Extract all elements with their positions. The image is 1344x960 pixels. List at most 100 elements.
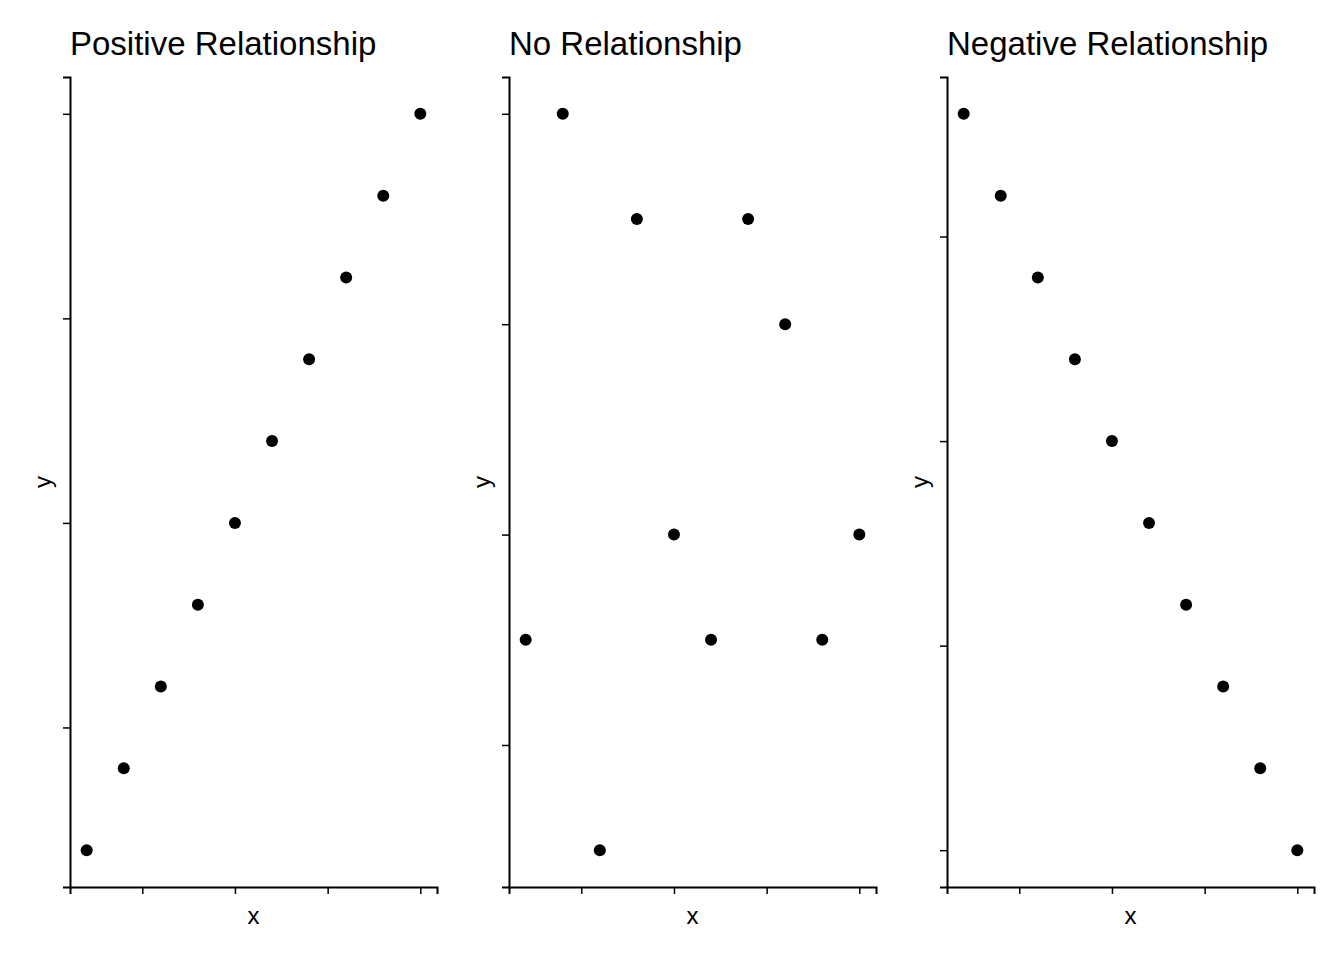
point — [853, 529, 865, 541]
point — [266, 435, 278, 447]
y-axis-title: y — [468, 476, 495, 488]
point — [340, 271, 352, 283]
x-axis-title: x — [1125, 902, 1137, 929]
tick-mark — [502, 324, 509, 326]
tick — [1019, 887, 1020, 894]
axis-line — [502, 78, 510, 888]
tick-mark — [859, 887, 861, 894]
point — [377, 190, 389, 202]
tick-mark — [142, 887, 144, 894]
tick — [581, 887, 582, 894]
tick-mark — [327, 887, 329, 894]
axis-line — [948, 888, 1315, 895]
tick-mark — [940, 441, 947, 443]
y-axis — [63, 78, 71, 888]
tick — [63, 523, 70, 524]
point — [779, 318, 791, 330]
point — [1106, 435, 1118, 447]
x-axis-title: x — [687, 902, 699, 929]
y-axis — [502, 78, 510, 888]
tick — [502, 114, 509, 115]
title: Negative Relationship — [947, 25, 1268, 62]
y-axis-title: y — [906, 476, 933, 488]
tick — [328, 887, 329, 894]
tick — [767, 887, 768, 894]
tick — [940, 237, 947, 238]
points — [81, 108, 427, 856]
point — [594, 844, 606, 856]
tick-mark — [63, 727, 70, 729]
panel: Positive Relationship x y — [29, 25, 438, 929]
tick-mark — [502, 745, 509, 747]
point — [742, 213, 754, 225]
tick-mark — [1019, 887, 1021, 894]
point — [816, 634, 828, 646]
tick-mark — [1204, 887, 1206, 894]
tick-mark — [63, 318, 70, 320]
point — [155, 681, 167, 693]
panel: No Relationshipxy — [468, 25, 877, 929]
tick — [63, 318, 70, 319]
y-axis — [940, 78, 948, 888]
x-axis — [510, 887, 877, 894]
point — [1069, 353, 1081, 365]
point — [631, 213, 643, 225]
tick-mark — [766, 887, 768, 894]
tick — [1297, 887, 1298, 894]
tick — [502, 324, 509, 325]
tick — [1112, 887, 1113, 894]
tick — [142, 887, 143, 894]
point — [303, 353, 315, 365]
tick — [502, 535, 509, 536]
tick — [502, 745, 509, 746]
point — [958, 108, 970, 120]
points — [520, 108, 866, 856]
tick — [859, 887, 860, 894]
point — [1180, 599, 1192, 611]
axis-line — [71, 888, 438, 895]
y-axis-title: y — [29, 476, 56, 488]
tick-mark — [581, 887, 583, 894]
point — [1254, 762, 1266, 774]
tick — [940, 646, 947, 647]
tick — [420, 887, 421, 894]
tick — [63, 727, 70, 728]
tick-mark — [1112, 887, 1114, 894]
tick-mark — [1297, 887, 1299, 894]
tick — [63, 114, 70, 115]
tick — [674, 887, 675, 894]
point — [995, 190, 1007, 202]
point — [414, 108, 426, 120]
tick — [940, 441, 947, 442]
axis-line — [940, 78, 948, 888]
tick-mark — [940, 236, 947, 238]
x-axis — [948, 887, 1315, 894]
point — [668, 529, 680, 541]
point — [1143, 517, 1155, 529]
tick-mark — [63, 523, 70, 525]
point — [520, 634, 532, 646]
point — [1217, 681, 1229, 693]
tick-mark — [940, 850, 947, 852]
tick-mark — [502, 534, 509, 536]
tick — [1205, 887, 1206, 894]
tick-mark — [674, 887, 676, 894]
tick-mark — [502, 114, 509, 116]
point — [1032, 271, 1044, 283]
point — [1291, 844, 1303, 856]
tick-mark — [420, 887, 422, 894]
x-axis — [71, 887, 438, 894]
axis-line — [63, 78, 71, 888]
x-axis-title: x — [248, 902, 260, 929]
point — [118, 762, 130, 774]
points — [958, 108, 1304, 856]
point — [192, 599, 204, 611]
tick — [235, 887, 236, 894]
tick-mark — [940, 645, 947, 647]
title: Positive Relationship — [70, 25, 376, 62]
point — [705, 634, 717, 646]
axis-line — [510, 888, 877, 895]
tick — [940, 850, 947, 851]
tick-mark — [63, 114, 70, 116]
figure: Positive RelationshipxyNo Relationshipxy… — [0, 0, 1344, 960]
